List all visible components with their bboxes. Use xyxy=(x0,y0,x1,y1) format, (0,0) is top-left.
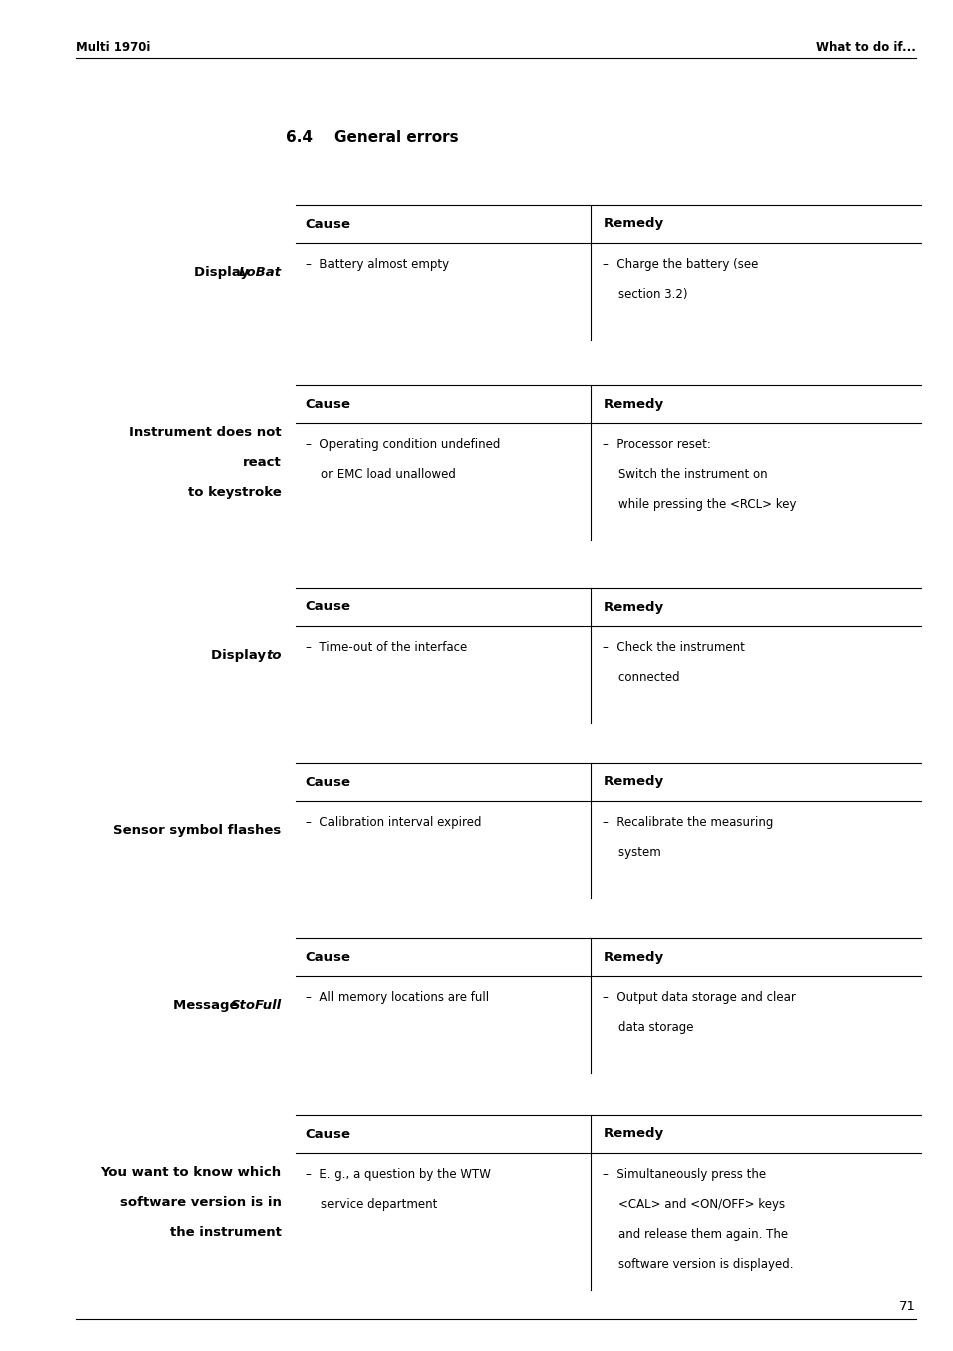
Text: and release them again. The: and release them again. The xyxy=(603,1228,788,1242)
Text: –  E. g., a question by the WTW: – E. g., a question by the WTW xyxy=(305,1169,490,1181)
Text: 71: 71 xyxy=(898,1300,915,1313)
Text: service department: service department xyxy=(305,1198,436,1210)
Text: section 3.2): section 3.2) xyxy=(603,288,687,301)
Text: Multi 1970i: Multi 1970i xyxy=(76,41,151,54)
Text: –  Operating condition undefined: – Operating condition undefined xyxy=(305,438,499,451)
Text: Cause: Cause xyxy=(305,600,351,613)
Text: You want to know which: You want to know which xyxy=(100,1166,281,1179)
Text: –  Processor reset:: – Processor reset: xyxy=(603,438,711,451)
Text: Message: Message xyxy=(172,998,243,1012)
Text: StoFull: StoFull xyxy=(230,998,281,1012)
Text: Cause: Cause xyxy=(305,1128,351,1140)
Text: –  Charge the battery (see: – Charge the battery (see xyxy=(603,258,758,272)
Text: Remedy: Remedy xyxy=(603,951,663,963)
Text: Cause: Cause xyxy=(305,218,351,231)
Text: What to do if...: What to do if... xyxy=(815,41,915,54)
Text: Sensor symbol flashes: Sensor symbol flashes xyxy=(113,824,281,838)
Text: software version is in: software version is in xyxy=(119,1196,281,1209)
Text: Cause: Cause xyxy=(305,775,351,789)
Text: data storage: data storage xyxy=(603,1021,693,1034)
Text: Remedy: Remedy xyxy=(603,218,663,231)
Text: system: system xyxy=(603,846,660,859)
Text: 6.4    General errors: 6.4 General errors xyxy=(286,130,458,145)
Text: Remedy: Remedy xyxy=(603,397,663,411)
Text: –  Time-out of the interface: – Time-out of the interface xyxy=(305,640,467,654)
Text: –  Simultaneously press the: – Simultaneously press the xyxy=(603,1169,766,1181)
Text: Instrument does not: Instrument does not xyxy=(129,426,281,439)
Text: LoBat: LoBat xyxy=(238,266,281,280)
Text: to: to xyxy=(266,648,281,662)
Text: –  Battery almost empty: – Battery almost empty xyxy=(305,258,449,272)
Text: while pressing the <RCL> key: while pressing the <RCL> key xyxy=(603,499,796,511)
Text: –  Calibration interval expired: – Calibration interval expired xyxy=(305,816,480,830)
Text: to keystroke: to keystroke xyxy=(188,486,281,499)
Text: Display: Display xyxy=(194,266,253,280)
Text: –  Output data storage and clear: – Output data storage and clear xyxy=(603,992,796,1004)
Text: Cause: Cause xyxy=(305,397,351,411)
Text: react: react xyxy=(242,457,281,469)
Text: <CAL> and <ON/OFF> keys: <CAL> and <ON/OFF> keys xyxy=(603,1198,784,1210)
Text: software version is displayed.: software version is displayed. xyxy=(603,1258,793,1271)
Text: or EMC load unallowed: or EMC load unallowed xyxy=(305,467,456,481)
Text: Remedy: Remedy xyxy=(603,775,663,789)
Text: Remedy: Remedy xyxy=(603,600,663,613)
Text: Switch the instrument on: Switch the instrument on xyxy=(603,467,767,481)
Text: –  Check the instrument: – Check the instrument xyxy=(603,640,744,654)
Text: connected: connected xyxy=(603,671,679,684)
Text: the instrument: the instrument xyxy=(170,1225,281,1239)
Text: Remedy: Remedy xyxy=(603,1128,663,1140)
Text: –  Recalibrate the measuring: – Recalibrate the measuring xyxy=(603,816,773,830)
Text: Display: Display xyxy=(211,648,270,662)
Text: Cause: Cause xyxy=(305,951,351,963)
Text: –  All memory locations are full: – All memory locations are full xyxy=(305,992,488,1004)
